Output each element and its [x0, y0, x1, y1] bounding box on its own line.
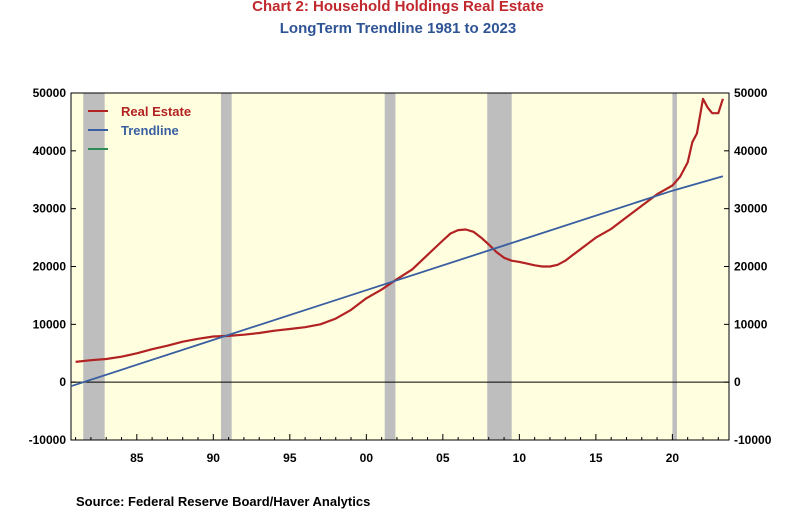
- y-tick-label-left: 10000: [33, 317, 67, 331]
- plot-background: [71, 93, 729, 440]
- legend-label-0: Real Estate: [121, 104, 191, 119]
- x-tick-label: 20: [666, 451, 680, 465]
- recession-band-1: [220, 93, 232, 440]
- x-tick-label: 10: [513, 451, 527, 465]
- y-tick-label-right: 30000: [734, 202, 768, 216]
- y-tick-label-right: 20000: [734, 260, 768, 274]
- y-tick-label-left: 0: [59, 375, 66, 389]
- recession-band-3: [487, 93, 512, 440]
- y-tick-label-left: 40000: [33, 144, 67, 158]
- recession-band-4: [672, 93, 677, 440]
- recession-band-2: [384, 93, 396, 440]
- y-tick-label-right: 0: [734, 375, 741, 389]
- legend-label-1: Trendline: [121, 123, 179, 138]
- x-tick-label: 85: [130, 451, 144, 465]
- y-tick-label-left: 50000: [33, 86, 67, 100]
- x-tick-label: 05: [436, 451, 450, 465]
- y-tick-label-left: 30000: [33, 202, 67, 216]
- y-tick-label-left: -10000: [29, 433, 67, 447]
- x-tick-label: 15: [589, 451, 603, 465]
- y-tick-label-left: 20000: [33, 260, 67, 274]
- y-tick-label-right: 50000: [734, 86, 768, 100]
- y-tick-label-right: -10000: [734, 433, 772, 447]
- x-tick-label: 95: [283, 451, 297, 465]
- source-note: Source: Federal Reserve Board/Haver Anal…: [76, 494, 370, 509]
- chart-subtitle: LongTerm Trendline 1981 to 2023: [280, 20, 516, 37]
- series-line-trendline: [70, 175, 724, 388]
- chart-title: Chart 2: Household Holdings Real Estate: [252, 0, 544, 15]
- x-tick-label: 90: [207, 451, 221, 465]
- y-tick-label-right: 40000: [734, 144, 768, 158]
- recession-band-0: [83, 93, 105, 440]
- y-tick-label-right: 10000: [734, 317, 768, 331]
- x-tick-label: 00: [360, 451, 374, 465]
- series-line-real-estate: [75, 97, 724, 363]
